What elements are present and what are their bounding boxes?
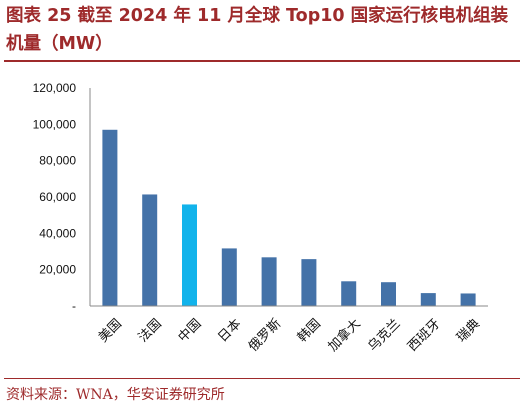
y-tick-label: - — [72, 299, 76, 313]
bar-4 — [261, 257, 277, 306]
category-label-8: 西班牙 — [405, 316, 443, 354]
bars — [102, 129, 476, 306]
footer-divider — [4, 378, 520, 379]
category-label-5: 韩国 — [295, 316, 324, 345]
bar-6 — [341, 281, 357, 306]
bar-chart: -20,00040,00060,00080,000100,000120,000 … — [33, 81, 488, 355]
x-axis-labels: 美国 法国 中国 日本 俄罗斯 韩国 加拿大 乌克兰 西班牙 瑞典 — [96, 316, 483, 355]
bar-5 — [301, 259, 317, 306]
bar-9 — [460, 293, 476, 306]
category-label-0: 美国 — [96, 316, 125, 345]
category-label-7: 乌克兰 — [365, 316, 404, 355]
category-label-3: 日本 — [215, 316, 244, 345]
bar-1 — [142, 194, 158, 306]
bar-7 — [381, 282, 396, 306]
y-tick-label: 40,000 — [39, 226, 76, 240]
bar-8 — [420, 293, 436, 306]
category-label-2: 中国 — [176, 316, 205, 345]
title-divider — [4, 60, 520, 62]
category-label-1: 法国 — [136, 316, 165, 345]
category-label-6: 加拿大 — [325, 316, 364, 355]
y-tick-label: 60,000 — [39, 190, 76, 204]
bar-3 — [221, 248, 237, 306]
y-tick-label: 120,000 — [33, 81, 77, 95]
y-tick-label: 100,000 — [33, 117, 77, 131]
y-tick-label: 20,000 — [39, 263, 76, 277]
category-label-4: 俄罗斯 — [246, 316, 284, 354]
y-axis-ticks: - 20,000 40,000 60,000 80,000 100,000 120,000 — [33, 81, 77, 313]
chart-title: 图表 25 截至 2024 年 11 月全球 Top10 国家运行核电机组装机量… — [6, 6, 509, 54]
source-note: 资料来源：WNA，华安证券研究所 — [6, 387, 225, 403]
category-label-9: 瑞典 — [454, 316, 483, 345]
bar-0 — [102, 129, 118, 306]
y-tick-label: 80,000 — [39, 154, 76, 168]
bar-2 — [182, 204, 197, 306]
